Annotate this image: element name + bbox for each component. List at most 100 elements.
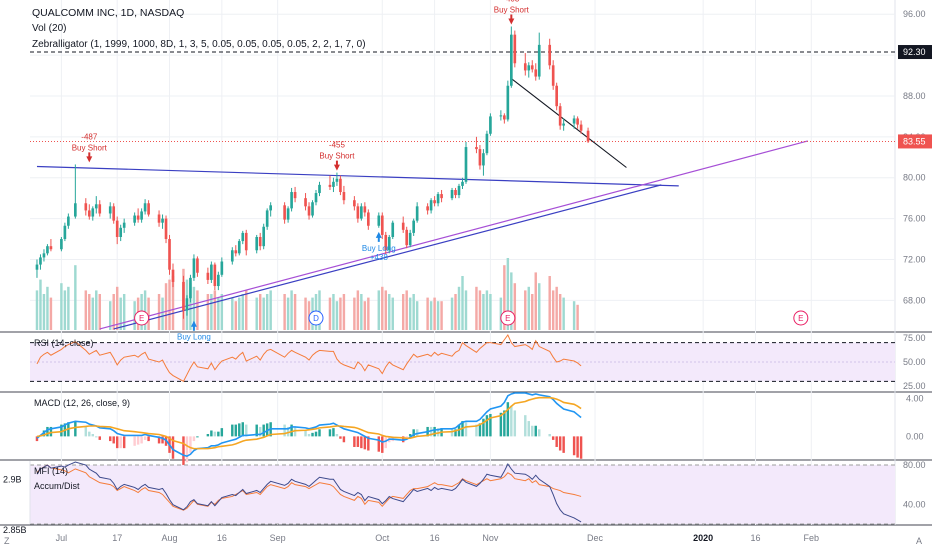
candle-body: [307, 206, 311, 216]
volume-bar: [538, 283, 541, 330]
macd-histogram-bar: [206, 434, 210, 437]
macd-histogram-bar: [122, 436, 126, 449]
macd-histogram-bar: [84, 425, 88, 437]
mfi-line: [36, 464, 582, 511]
macd-histogram-bar: [286, 426, 290, 437]
volume-bar: [290, 290, 293, 330]
candle-body: [380, 215, 384, 235]
candle-body: [140, 211, 143, 220]
time-tick-label: 17: [112, 533, 122, 543]
volume-bar: [238, 297, 241, 330]
macd-histogram-bar: [332, 428, 335, 437]
volume-bar: [401, 294, 405, 330]
volume-bar: [367, 297, 370, 330]
volume-bar: [241, 294, 244, 330]
candle-body: [548, 44, 552, 66]
signal-value: +438: [370, 253, 389, 262]
rsi-tick-label: 50.00: [903, 357, 926, 367]
candle-body: [35, 264, 39, 270]
volume-bar: [405, 290, 408, 330]
price-tick-label: 88.00: [903, 91, 926, 101]
candle-body: [318, 184, 321, 194]
signal-value: -403: [503, 0, 520, 3]
time-tick-label: 16: [430, 533, 440, 543]
volume-bar: [562, 297, 565, 330]
macd-histogram-bar: [238, 423, 241, 437]
candle-body: [461, 181, 464, 186]
volume-bar: [115, 286, 119, 330]
macd-histogram-bar: [140, 436, 143, 444]
macd-histogram-bar: [555, 436, 558, 447]
candle-body: [408, 232, 412, 246]
mfi-legend: MFI (14): [34, 466, 68, 476]
volume-bar: [88, 294, 91, 330]
auto-scale-button[interactable]: A: [916, 536, 923, 546]
macd-histogram-bar: [353, 436, 356, 447]
signal-label: Buy Short: [72, 143, 108, 152]
macd-histogram-bar: [196, 436, 199, 438]
candle-body: [558, 106, 562, 126]
candle-body: [391, 222, 395, 237]
macd-histogram-bar: [95, 436, 98, 438]
macd-histogram-bar: [255, 424, 258, 437]
mfi-tick-label: 40.00: [903, 499, 926, 509]
volume-bar: [510, 272, 513, 330]
volume-bar: [388, 294, 391, 330]
candle-body: [513, 34, 517, 64]
candle-body: [436, 194, 440, 204]
volume-bar: [196, 290, 199, 330]
volume-bar: [109, 301, 112, 330]
candle-body: [283, 205, 286, 220]
event-marker-label: E: [505, 314, 510, 323]
event-marker: [134, 310, 150, 326]
candle-body: [182, 281, 185, 311]
macd-histogram-bar: [499, 412, 503, 437]
volume-bar: [482, 294, 485, 330]
candle-body: [42, 253, 46, 258]
macd-histogram-bar: [356, 436, 360, 447]
volume-bar: [513, 283, 517, 330]
candle-body: [562, 123, 565, 126]
candle-body: [108, 206, 112, 214]
volume-bar: [91, 297, 95, 330]
event-marker-label: E: [139, 314, 144, 323]
candle-body: [217, 274, 220, 287]
volume-bar: [46, 286, 49, 330]
volume-bar: [429, 301, 433, 330]
volume-bar: [318, 290, 321, 330]
volume-bar: [42, 294, 46, 330]
volume-bar: [436, 301, 440, 330]
candle-body: [572, 118, 576, 124]
accum-dist-line: [36, 461, 582, 523]
macd-histogram-bar: [412, 429, 415, 437]
price-tick-label: 72.00: [903, 254, 926, 264]
macd-histogram-bar: [185, 436, 189, 463]
candle-body: [342, 192, 346, 201]
candle-body: [360, 206, 363, 219]
volume-bar: [335, 301, 339, 330]
accum-dist-legend: Accum/Dist: [34, 481, 80, 491]
candle-body: [534, 69, 538, 77]
signal-value: -455: [329, 141, 346, 150]
volume-bar: [98, 294, 101, 330]
candle-body: [426, 206, 429, 211]
candle-body: [157, 214, 161, 223]
signal-arrow-down: [86, 152, 93, 163]
candle-body: [454, 189, 457, 196]
candle-body: [555, 85, 558, 107]
candle-body: [196, 258, 199, 273]
macd-histogram-bar: [290, 424, 293, 437]
candle-body: [112, 206, 116, 221]
zoom-corner-button[interactable]: Z: [4, 536, 10, 546]
candle-body: [189, 277, 192, 299]
time-tick-label: Jul: [56, 533, 68, 543]
time-tick-label: 16: [750, 533, 760, 543]
macd-histogram-bar: [429, 426, 433, 437]
volume-bar: [39, 279, 42, 330]
candle-body: [143, 203, 147, 212]
volume-bar: [210, 294, 213, 330]
last-price-badge: [898, 134, 932, 149]
macd-histogram-bar: [377, 436, 381, 452]
rsi-tick-label: 25.00: [903, 381, 926, 391]
